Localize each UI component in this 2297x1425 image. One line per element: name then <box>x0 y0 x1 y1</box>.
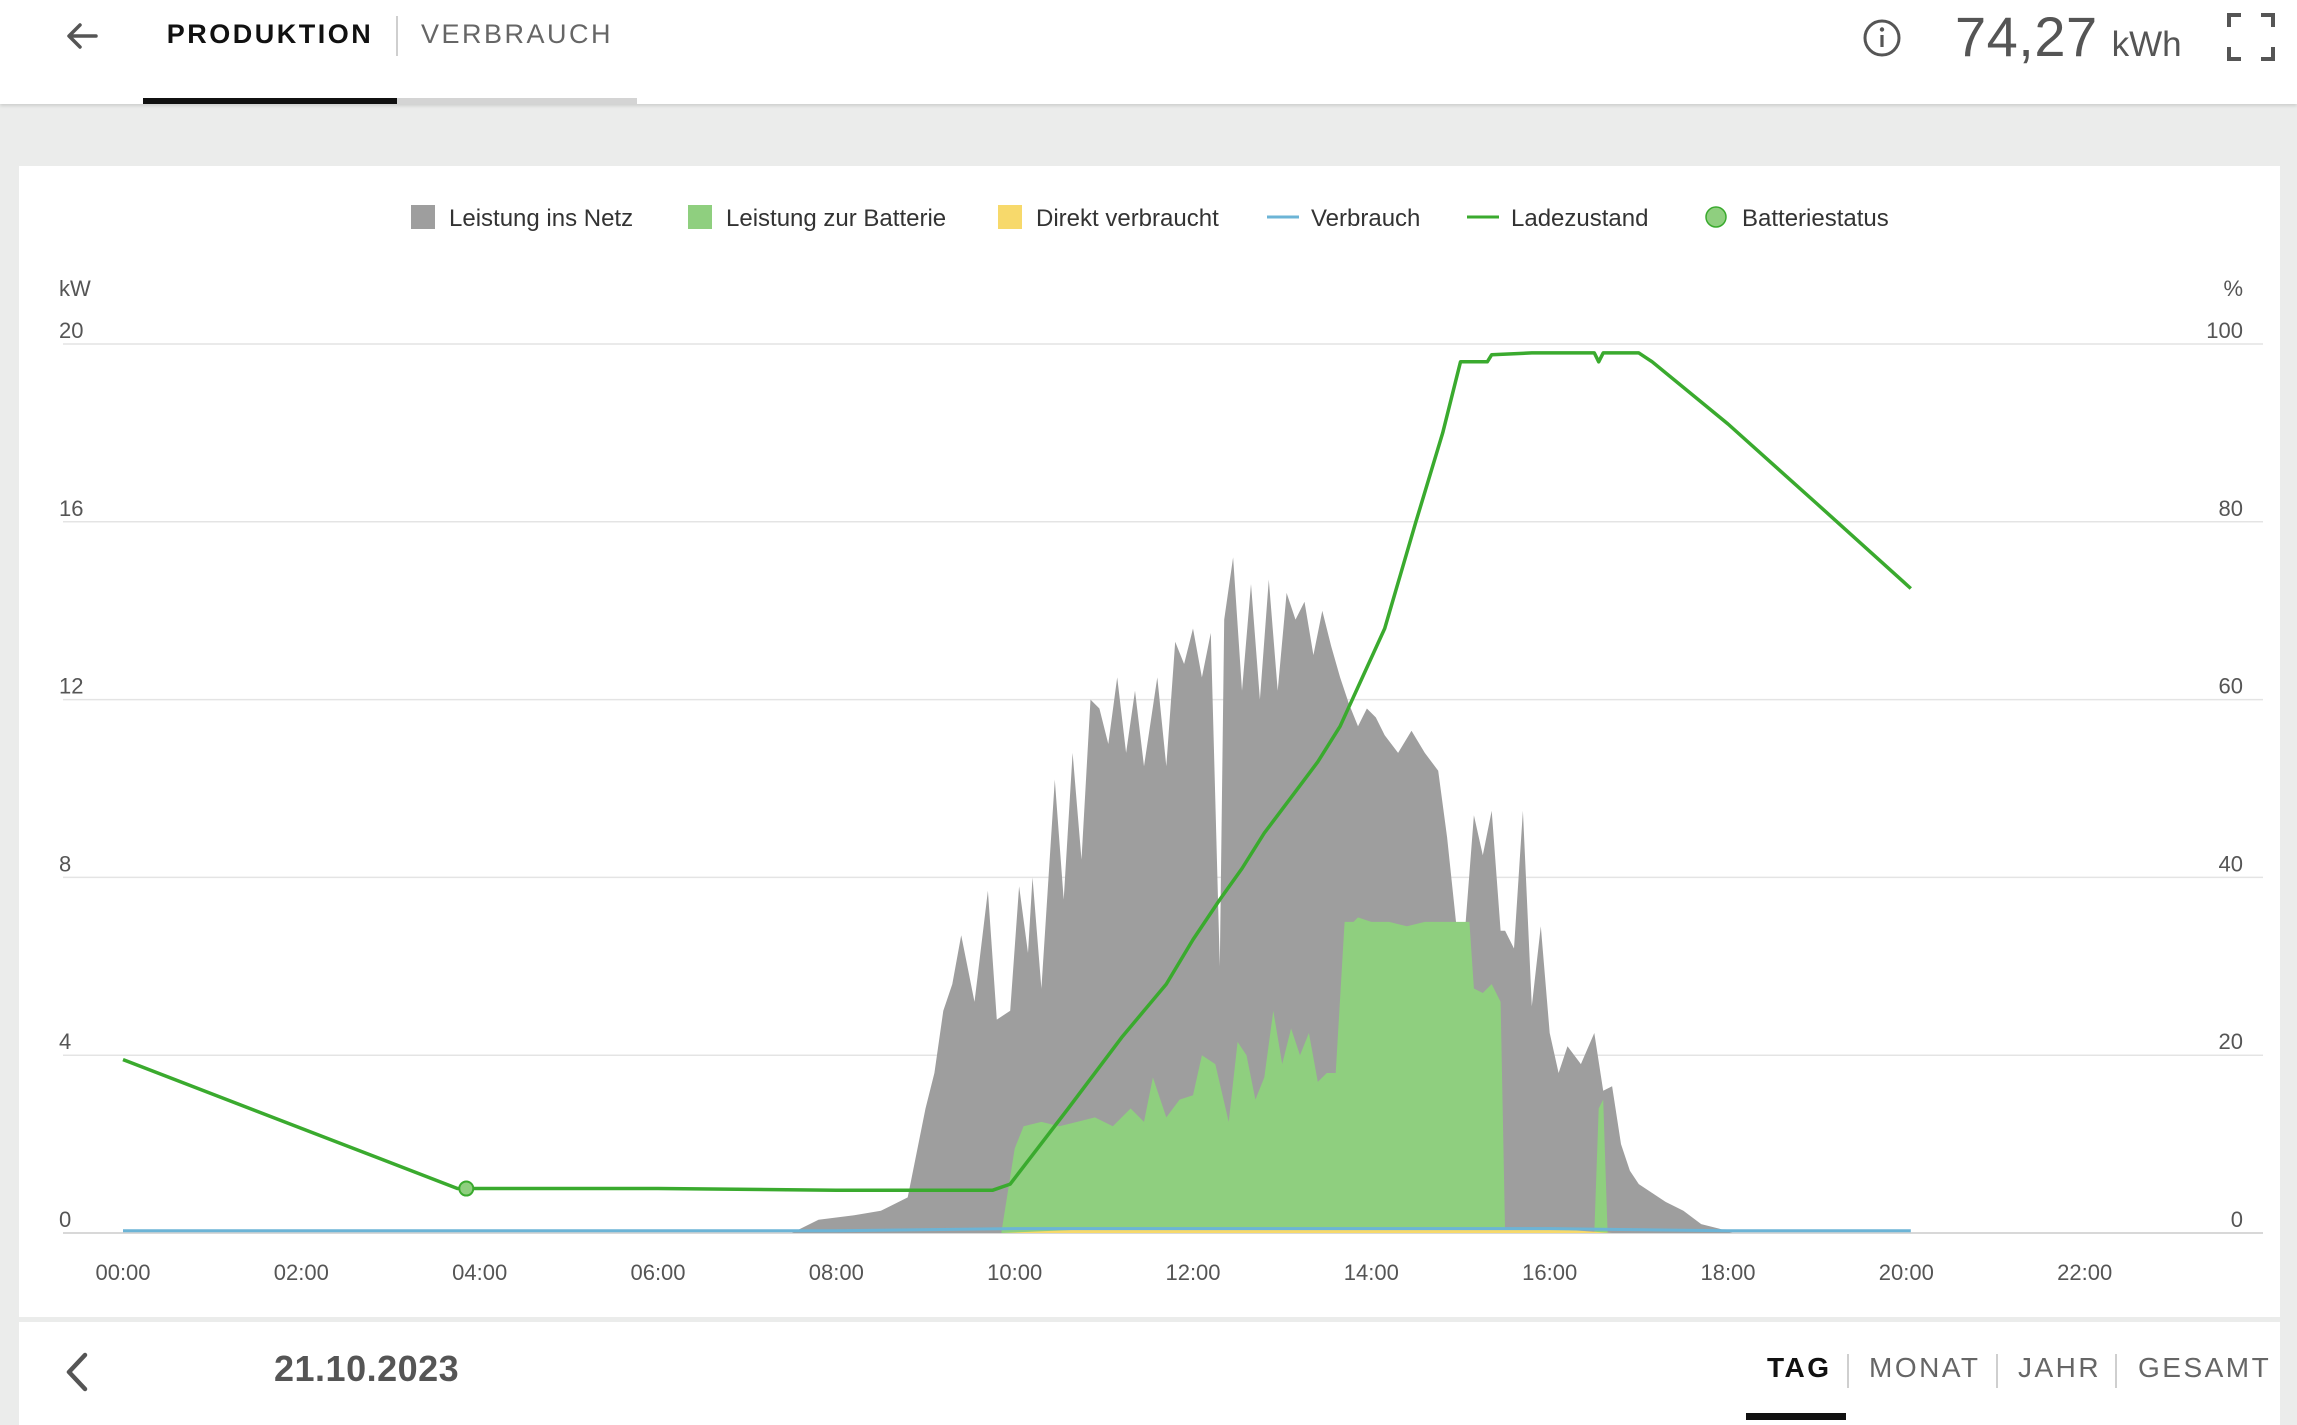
legend-label: Direkt verbraucht <box>1036 205 1219 232</box>
series-leistung-zur-batterie-area <box>1001 917 1613 1233</box>
legend-label: Leistung ins Netz <box>449 205 633 232</box>
y-tick-right-label: 100 <box>2206 318 2243 343</box>
x-tick-label: 08:00 <box>809 1260 864 1285</box>
y-tick-left-label: 0 <box>59 1207 71 1232</box>
fullscreen-icon <box>2227 13 2275 61</box>
x-tick-label: 12:00 <box>1165 1260 1220 1285</box>
legend-label: Batteriestatus <box>1742 205 1889 232</box>
active-tab-indicator <box>143 98 397 104</box>
x-tick-label: 16:00 <box>1522 1260 1577 1285</box>
legend-swatch <box>1705 206 1727 228</box>
series-ladezustand-line <box>122 351 1912 1193</box>
legend-item-2: Leistung zur Batterie <box>688 205 946 232</box>
total-energy-unit: kWh <box>2111 25 2182 64</box>
range-tab-gesamt[interactable]: GESAMT <box>2138 1352 2272 1383</box>
y-axis-right-unit: % <box>2223 276 2243 301</box>
y-tick-right-label: 80 <box>2219 496 2243 521</box>
y-tick-left-label: 4 <box>59 1029 71 1054</box>
previous-period-button[interactable] <box>49 1344 105 1400</box>
range-separator <box>2115 1354 2117 1388</box>
legend-item-6: Batteriestatus <box>1705 205 1889 232</box>
x-tick-label: 06:00 <box>630 1260 685 1285</box>
x-tick-label: 10:00 <box>987 1260 1042 1285</box>
x-tick-label: 22:00 <box>2057 1260 2112 1285</box>
back-button[interactable] <box>52 6 112 66</box>
production-chart[interactable]: 0 4 8 12 16 20 0 20 40 60 80 100 kW % 00:00 02:00 04:00 0… <box>19 166 2280 1317</box>
date-navigation-bar: 21.10.2023 TAG MONAT JAHR GESAMT <box>19 1322 2280 1425</box>
tab-indicator-track <box>397 98 637 104</box>
x-tick-label: 18:00 <box>1700 1260 1755 1285</box>
x-tick-label: 04:00 <box>452 1260 507 1285</box>
y-tick-right-label: 0 <box>2231 1207 2243 1232</box>
y-tick-left-label: 20 <box>59 318 83 343</box>
legend-item-3: Direkt verbraucht <box>998 205 1219 232</box>
active-range-indicator <box>1746 1413 1846 1420</box>
fullscreen-button[interactable] <box>2226 12 2276 62</box>
tab-separator <box>396 16 398 56</box>
legend-swatch <box>688 205 712 229</box>
x-tick-label: 20:00 <box>1879 1260 1934 1285</box>
y-tick-left-label: 12 <box>59 674 83 699</box>
range-tab-tag[interactable]: TAG <box>1767 1352 1832 1383</box>
y-tick-right-label: 20 <box>2219 1029 2243 1054</box>
range-tab-monat[interactable]: MONAT <box>1869 1352 1981 1383</box>
tab-produktion-label: PRODUKTION <box>166 18 374 49</box>
y-axis-left-unit: kW <box>59 276 91 301</box>
y-tick-left-label: 16 <box>59 496 83 521</box>
top-bar: PRODUKTION VERBRAUCH 74,27 kWh <box>0 0 2297 104</box>
tab-verbrauch-label: VERBRAUCH <box>420 18 614 49</box>
x-tick-label: 00:00 <box>95 1260 150 1285</box>
y-tick-right-label: 60 <box>2219 674 2243 699</box>
tab-produktion[interactable]: PRODUKTION <box>143 0 397 104</box>
y-tick-left-label: 8 <box>59 851 71 876</box>
total-energy-value: 74,27 <box>1955 5 2098 68</box>
total-energy: 74,27 kWh <box>1955 4 2182 68</box>
x-tick-label: 14:00 <box>1344 1260 1399 1285</box>
legend-item-5: Ladezustand <box>1467 205 1648 232</box>
info-circle-icon <box>1863 19 1901 57</box>
range-separator <box>1847 1354 1849 1388</box>
tab-verbrauch[interactable]: VERBRAUCH <box>397 0 637 104</box>
arrow-left-icon <box>67 23 98 49</box>
legend-swatch <box>998 205 1022 229</box>
range-separator <box>1996 1354 1998 1388</box>
legend-label: Leistung zur Batterie <box>726 205 946 232</box>
range-tab-jahr[interactable]: JAHR <box>2018 1352 2102 1383</box>
legend-item-1: Leistung ins Netz <box>411 205 633 232</box>
legend-swatch <box>411 205 435 229</box>
legend-item-4: Verbrauch <box>1267 205 1420 232</box>
x-tick-label: 02:00 <box>274 1260 329 1285</box>
series-batteriestatus-point <box>458 1180 475 1197</box>
chart-card: 0 4 8 12 16 20 0 20 40 60 80 100 kW% 00:00 02:00 04:00 0… <box>19 166 2280 1317</box>
selected-date[interactable]: 21.10.2023 <box>274 1348 460 1389</box>
info-button[interactable] <box>1860 16 1904 60</box>
legend-label: Ladezustand <box>1511 205 1648 232</box>
legend-label: Verbrauch <box>1311 205 1420 232</box>
chevron-left-icon <box>66 1352 88 1392</box>
y-tick-right-label: 40 <box>2219 851 2243 876</box>
series-verbrauch-line <box>123 1227 1911 1233</box>
